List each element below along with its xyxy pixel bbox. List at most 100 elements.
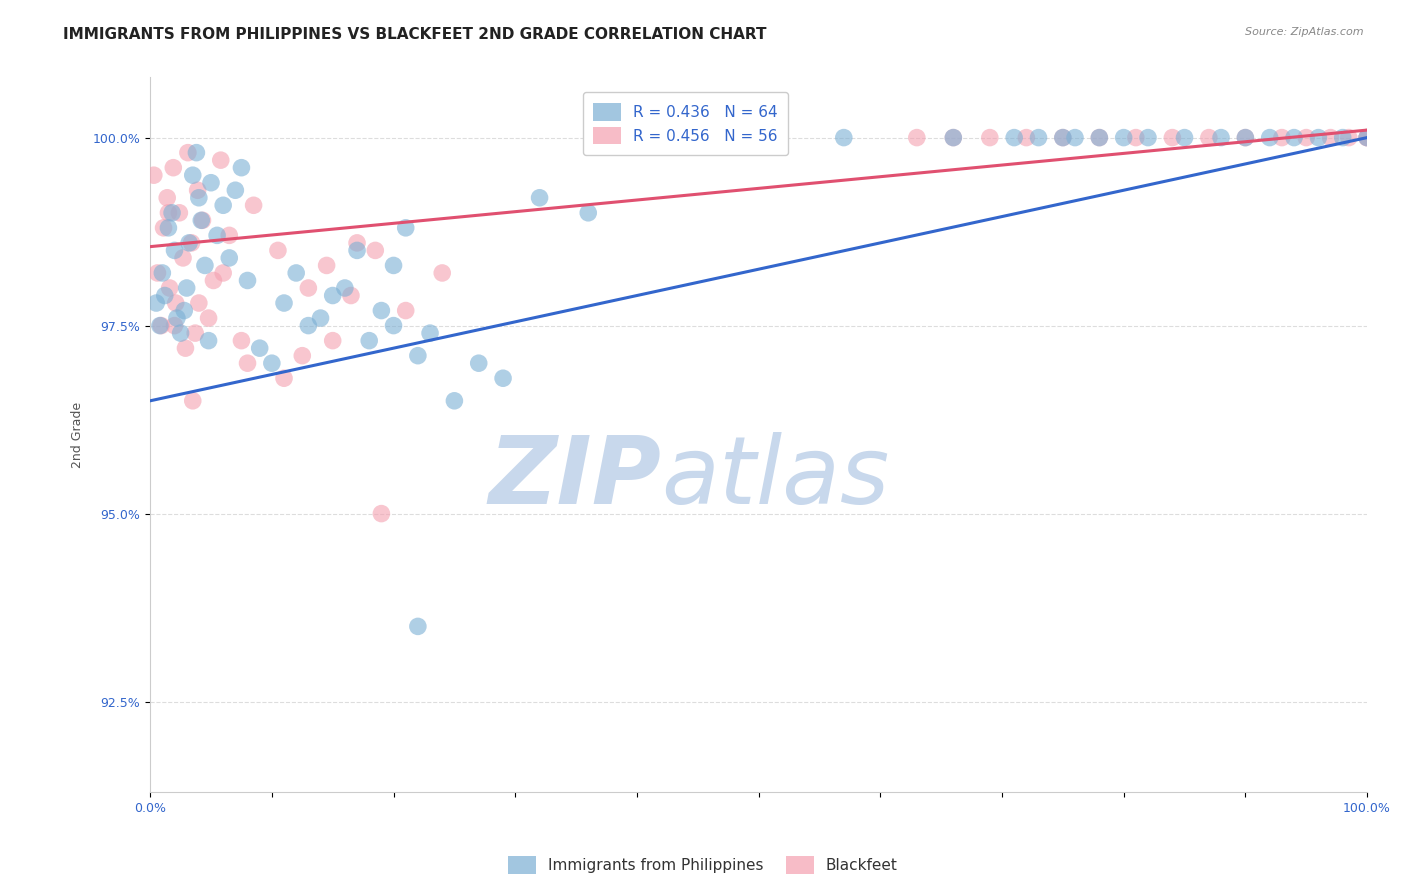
Point bbox=[160, 206, 183, 220]
Point bbox=[1088, 130, 1111, 145]
Point bbox=[157, 206, 180, 220]
Point bbox=[186, 145, 208, 160]
Point bbox=[1234, 130, 1257, 145]
Point bbox=[176, 281, 198, 295]
Point bbox=[1271, 130, 1294, 145]
Point bbox=[187, 191, 209, 205]
Point bbox=[200, 176, 222, 190]
Point bbox=[315, 259, 337, 273]
Text: Source: ZipAtlas.com: Source: ZipAtlas.com bbox=[1246, 27, 1364, 37]
Point bbox=[322, 288, 344, 302]
Point bbox=[297, 318, 319, 333]
Point bbox=[273, 296, 295, 310]
Point bbox=[364, 244, 387, 258]
Point bbox=[832, 130, 855, 145]
Point bbox=[340, 288, 363, 302]
Point bbox=[191, 213, 214, 227]
Point bbox=[1173, 130, 1195, 145]
Point bbox=[432, 266, 454, 280]
Point bbox=[1319, 130, 1341, 145]
Point bbox=[163, 244, 186, 258]
Point bbox=[273, 371, 295, 385]
Point bbox=[179, 235, 201, 250]
Point bbox=[181, 393, 204, 408]
Point bbox=[165, 296, 187, 310]
Point bbox=[1064, 130, 1087, 145]
Point bbox=[163, 318, 186, 333]
Point bbox=[267, 244, 290, 258]
Y-axis label: 2nd Grade: 2nd Grade bbox=[72, 401, 84, 467]
Point bbox=[1355, 130, 1378, 145]
Point bbox=[231, 334, 253, 348]
Point bbox=[1282, 130, 1305, 145]
Text: IMMIGRANTS FROM PHILIPPINES VS BLACKFEET 2ND GRADE CORRELATION CHART: IMMIGRANTS FROM PHILIPPINES VS BLACKFEET… bbox=[63, 27, 766, 42]
Point bbox=[1137, 130, 1160, 145]
Point bbox=[942, 130, 965, 145]
Point bbox=[153, 288, 176, 302]
Point bbox=[1198, 130, 1220, 145]
Point bbox=[209, 153, 232, 168]
Point bbox=[576, 206, 599, 220]
Point bbox=[181, 168, 204, 182]
Point bbox=[370, 507, 392, 521]
Point bbox=[395, 220, 418, 235]
Point bbox=[157, 220, 180, 235]
Point bbox=[291, 349, 314, 363]
Point bbox=[1052, 130, 1074, 145]
Point bbox=[370, 303, 392, 318]
Point bbox=[419, 326, 441, 340]
Point bbox=[297, 281, 319, 295]
Point bbox=[224, 183, 246, 197]
Point bbox=[197, 311, 219, 326]
Point bbox=[1002, 130, 1025, 145]
Legend: Immigrants from Philippines, Blackfeet: Immigrants from Philippines, Blackfeet bbox=[502, 850, 904, 880]
Point bbox=[212, 266, 235, 280]
Point bbox=[309, 311, 332, 326]
Point bbox=[187, 296, 209, 310]
Point bbox=[346, 235, 368, 250]
Point bbox=[242, 198, 264, 212]
Point bbox=[150, 266, 173, 280]
Point bbox=[1295, 130, 1317, 145]
Point bbox=[169, 206, 191, 220]
Point bbox=[1088, 130, 1111, 145]
Point bbox=[1337, 130, 1360, 145]
Point bbox=[492, 371, 515, 385]
Point bbox=[529, 191, 551, 205]
Point bbox=[1112, 130, 1135, 145]
Point bbox=[236, 356, 259, 370]
Point bbox=[979, 130, 1001, 145]
Point bbox=[1308, 130, 1330, 145]
Text: ZIP: ZIP bbox=[488, 432, 661, 524]
Legend: R = 0.436   N = 64, R = 0.456   N = 56: R = 0.436 N = 64, R = 0.456 N = 56 bbox=[582, 92, 789, 155]
Point bbox=[406, 619, 429, 633]
Point bbox=[152, 220, 174, 235]
Point bbox=[177, 145, 200, 160]
Point bbox=[1028, 130, 1050, 145]
Point bbox=[260, 356, 283, 370]
Point bbox=[322, 334, 344, 348]
Point bbox=[150, 318, 173, 333]
Point bbox=[197, 334, 219, 348]
Point bbox=[156, 191, 179, 205]
Point bbox=[205, 228, 228, 243]
Point bbox=[145, 296, 167, 310]
Point bbox=[231, 161, 253, 175]
Point bbox=[190, 213, 212, 227]
Point bbox=[467, 356, 489, 370]
Point bbox=[142, 168, 165, 182]
Point bbox=[249, 341, 271, 355]
Point bbox=[1258, 130, 1281, 145]
Point bbox=[1052, 130, 1074, 145]
Point bbox=[285, 266, 308, 280]
Point bbox=[382, 318, 405, 333]
Point bbox=[1355, 130, 1378, 145]
Point bbox=[218, 228, 240, 243]
Point bbox=[149, 318, 172, 333]
Point bbox=[172, 251, 194, 265]
Point bbox=[1015, 130, 1038, 145]
Point bbox=[1355, 130, 1378, 145]
Point bbox=[1209, 130, 1232, 145]
Point bbox=[180, 235, 202, 250]
Point bbox=[159, 281, 181, 295]
